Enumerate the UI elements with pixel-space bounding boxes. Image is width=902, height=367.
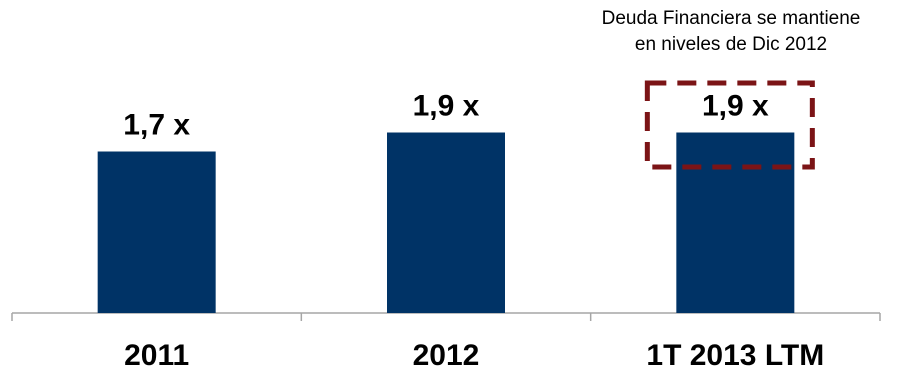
category-label: 2012	[413, 339, 480, 367]
chart-annotation: Deuda Financiera se mantiene en niveles …	[560, 6, 902, 58]
bar-2012	[387, 132, 505, 313]
bar-2011	[97, 151, 216, 313]
highlight-box	[644, 80, 815, 170]
annotation-line-2: en niveles de Dic 2012	[634, 34, 828, 55]
bar-1t-2013-ltm	[676, 132, 795, 313]
data-label: 1,7 x	[123, 109, 190, 142]
data-label: 1,9 x	[702, 90, 769, 123]
category-label: 1T 2013 LTM	[646, 339, 824, 367]
data-label: 1,9 x	[413, 90, 480, 123]
annotation-line-1: Deuda Financiera se mantiene	[601, 8, 861, 29]
category-label: 2011	[124, 339, 189, 367]
